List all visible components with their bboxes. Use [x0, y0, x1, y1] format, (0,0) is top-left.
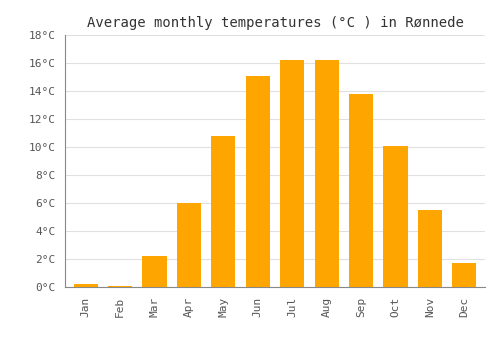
Bar: [177, 203, 201, 287]
Title: Average monthly temperatures (°C ) in Rønnede: Average monthly temperatures (°C ) in Rø…: [86, 16, 464, 30]
Bar: [246, 76, 270, 287]
Bar: [108, 286, 132, 287]
Bar: [212, 136, 236, 287]
Bar: [452, 263, 476, 287]
Bar: [280, 60, 304, 287]
Bar: [314, 60, 338, 287]
Bar: [74, 284, 98, 287]
Bar: [349, 94, 373, 287]
Bar: [142, 256, 167, 287]
Bar: [384, 146, 407, 287]
Bar: [418, 210, 442, 287]
